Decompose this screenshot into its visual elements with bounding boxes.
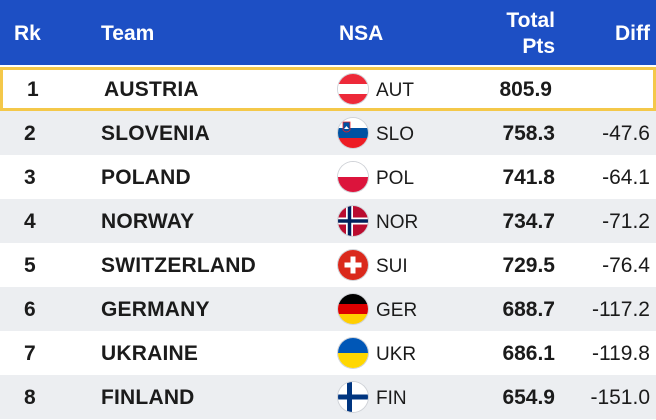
rank-cell: 6 [24, 298, 36, 321]
table-row[interactable]: 1 AUSTRIA AUT 805.9 [0, 67, 656, 111]
pts-cell: 758.3 [502, 122, 555, 145]
rank-cell: 3 [24, 166, 36, 189]
nsa-cell: AUT [376, 80, 414, 101]
nsa-cell: SUI [376, 256, 408, 277]
diff-cell: -119.8 [592, 342, 650, 365]
table-row[interactable]: 6 GERMANY GER 688.7 -117.2 [0, 287, 656, 331]
table-row[interactable]: 3 POLAND POL 741.8 -64.1 [0, 155, 656, 199]
table-row[interactable]: 5 SWITZERLAND SUI 729.5 -76.4 [0, 243, 656, 287]
table-row[interactable]: 2 SLOVENIA SLO 758.3 -47.6 [0, 111, 656, 155]
diff-cell: -71.2 [602, 210, 650, 233]
rank-cell: 8 [24, 386, 36, 409]
pts-cell: 654.9 [502, 386, 555, 409]
rank-cell: 5 [24, 254, 36, 277]
total-pts-header[interactable]: Total Pts [506, 8, 555, 60]
pts-cell: 686.1 [502, 342, 555, 365]
team-cell[interactable]: SLOVENIA [101, 122, 210, 145]
diff-cell: -117.2 [592, 298, 650, 321]
switzerland-flag-icon [338, 250, 368, 280]
pts-cell: 729.5 [502, 254, 555, 277]
nsa-cell: POL [376, 168, 415, 189]
nsa-header[interactable]: NSA [339, 22, 384, 45]
nsa-cell: SLO [376, 124, 415, 145]
team-cell[interactable]: GERMANY [101, 298, 210, 321]
table-row[interactable]: 8 FINLAND FIN 654.9 -151.0 [0, 375, 656, 419]
team-cell[interactable]: SWITZERLAND [101, 254, 257, 277]
rank-cell: 2 [24, 122, 36, 145]
norway-flag-icon [338, 206, 368, 236]
table-header: Rk Team NSA Total Pts Diff [0, 0, 656, 65]
table-row[interactable]: 7 UKRAINE UKR 686.1 -119.8 [0, 331, 656, 375]
nsa-cell: GER [376, 300, 418, 321]
rank-cell: 1 [27, 78, 39, 101]
pts-cell: 688.7 [502, 298, 555, 321]
total-pts-header-line2: Pts [522, 35, 555, 58]
austria-flag-icon [338, 74, 368, 104]
rank-cell: 7 [24, 342, 36, 365]
rank-cell: 4 [24, 210, 36, 233]
diff-cell: -76.4 [602, 254, 650, 277]
poland-flag-icon [338, 162, 368, 192]
team-cell[interactable]: UKRAINE [101, 342, 199, 365]
nsa-cell: NOR [376, 212, 419, 233]
finland-flag-icon [338, 382, 368, 412]
rank-header[interactable]: Rk [14, 22, 41, 45]
diff-cell: -151.0 [590, 386, 650, 409]
diff-cell: -47.6 [602, 122, 650, 145]
total-pts-header-line1: Total [506, 9, 555, 32]
nsa-cell: FIN [376, 388, 407, 409]
team-cell[interactable]: NORWAY [101, 210, 195, 233]
slovenia-flag-icon [338, 118, 368, 148]
pts-cell: 734.7 [502, 210, 555, 233]
table-row[interactable]: 4 NORWAY NOR 734.7 -71.2 [0, 199, 656, 243]
ukraine-flag-icon [338, 338, 368, 368]
pts-cell: 805.9 [499, 78, 552, 101]
team-header[interactable]: Team [101, 22, 155, 45]
nsa-cell: UKR [376, 344, 417, 365]
pts-cell: 741.8 [502, 166, 555, 189]
team-cell[interactable]: POLAND [101, 166, 191, 189]
team-cell[interactable]: AUSTRIA [104, 78, 199, 101]
diff-header[interactable]: Diff [615, 22, 650, 45]
germany-flag-icon [338, 294, 368, 324]
team-cell[interactable]: FINLAND [101, 386, 195, 409]
diff-cell: -64.1 [602, 166, 650, 189]
